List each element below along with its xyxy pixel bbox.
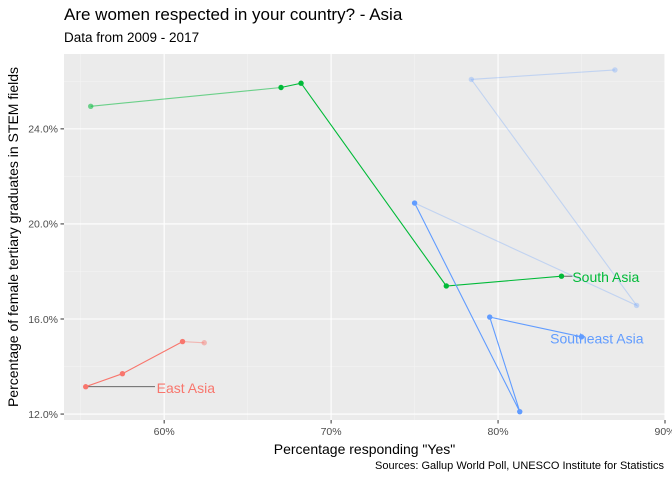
south-asia-point — [88, 103, 94, 109]
east-asia-point — [119, 370, 126, 377]
x-tick-label: 60% — [154, 426, 175, 438]
chart-caption: Sources: Gallup World Poll, UNESCO Insti… — [375, 460, 664, 472]
y-axis-ticks: 12.0% 16.0% 20.0% 24.0% — [28, 124, 64, 421]
series-points — [83, 67, 640, 415]
south-asia-line — [280, 82, 562, 287]
southeast-asia-point — [612, 67, 618, 73]
x-axis-title: Percentage responding "Yes" — [274, 441, 455, 457]
south-asia-label: South Asia — [572, 269, 639, 285]
southeast-asia-point — [517, 408, 523, 415]
series-labels: East Asia South Asia Southeast Asia — [157, 269, 644, 396]
y-tick-label: 20.0% — [28, 219, 58, 231]
chart-subtitle: Data from 2009 - 2017 — [64, 30, 200, 45]
south-asia-point — [558, 273, 565, 279]
y-tick-label: 12.0% — [28, 409, 58, 421]
southeast-asia-point — [487, 314, 493, 320]
x-tick-label: 80% — [488, 426, 509, 438]
south-asia-point — [278, 84, 284, 91]
southeast-asia-point — [633, 302, 640, 309]
southeast-asia-point — [578, 334, 585, 340]
southeast-asia-line — [414, 202, 582, 412]
x-axis-ticks: 60% 70% 80% 90% — [154, 420, 672, 438]
y-tick-label: 24.0% — [28, 124, 58, 136]
southeast-asia-label: Southeast Asia — [550, 330, 644, 346]
east-asia-point — [179, 338, 186, 345]
chart-title: Are women respected in your country? - A… — [64, 5, 403, 24]
south-asia-point — [298, 80, 304, 86]
southeast-asia-point — [411, 200, 418, 206]
y-tick-label: 16.0% — [28, 314, 58, 326]
southeast-asia-point — [468, 76, 475, 83]
south-asia-line — [90, 86, 282, 107]
east-asia-point — [83, 384, 89, 390]
southeast-asia-line — [414, 69, 639, 307]
east-asia-label: East Asia — [157, 380, 216, 396]
east-asia-line — [182, 341, 205, 344]
x-tick-label: 70% — [321, 426, 342, 438]
major-gridlines — [64, 54, 666, 420]
east-asia-point — [201, 340, 207, 346]
plot-panel — [64, 54, 665, 420]
south-asia-point — [443, 283, 450, 289]
y-axis-title: Percentage of female tertiary graduates … — [5, 67, 21, 407]
series-lines — [85, 69, 639, 412]
x-tick-label: 90% — [654, 426, 672, 438]
